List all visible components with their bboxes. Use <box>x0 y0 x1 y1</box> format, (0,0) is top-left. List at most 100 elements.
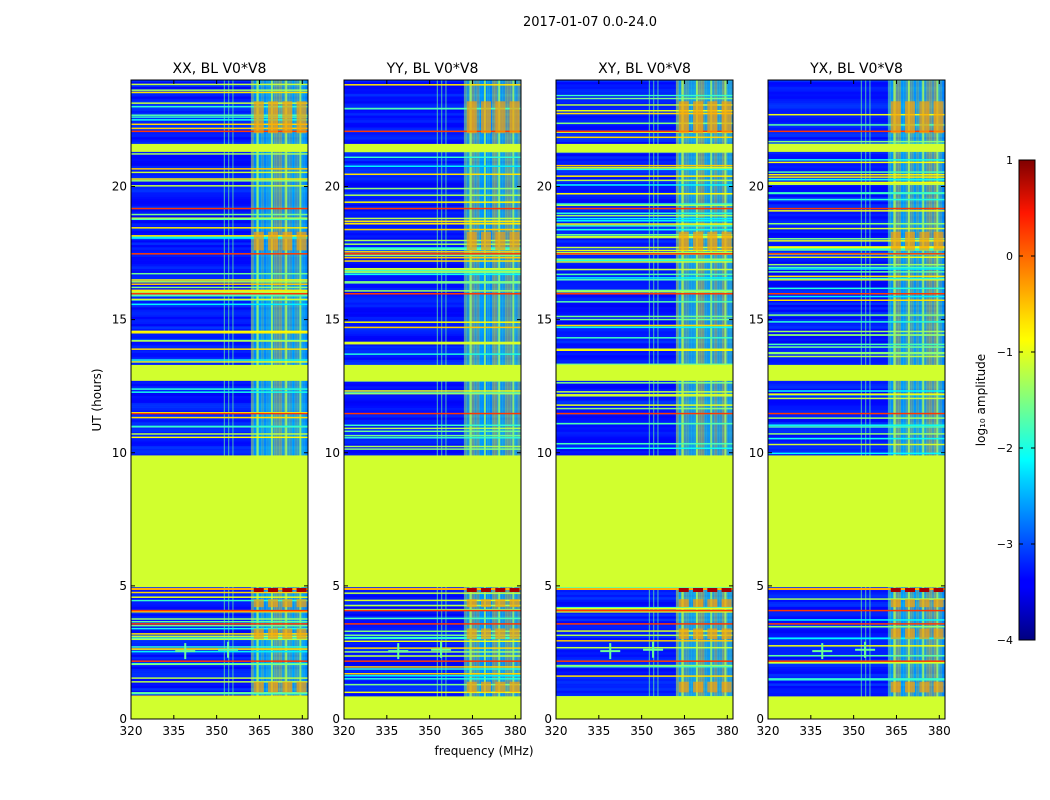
bright-row <box>131 623 308 625</box>
rfi-channel <box>714 80 718 719</box>
background-row <box>131 182 308 186</box>
background-row <box>768 594 945 598</box>
time-band <box>131 283 308 285</box>
heatmap-image <box>768 80 945 719</box>
background-row <box>344 692 521 696</box>
background-row <box>131 256 308 260</box>
broadband-hot <box>707 588 718 593</box>
background-row <box>344 675 521 679</box>
time-band <box>556 675 733 677</box>
flagged-range <box>131 455 308 588</box>
time-band <box>131 681 308 683</box>
broadband-hot <box>466 588 477 593</box>
bright-row <box>768 623 945 625</box>
background-row <box>768 673 945 677</box>
background-row <box>556 83 733 87</box>
background-row <box>556 651 733 655</box>
time-band <box>131 627 308 630</box>
background-row <box>344 136 521 140</box>
rfi-channel <box>903 80 907 719</box>
time-band <box>344 666 521 668</box>
flagged-range <box>131 143 308 152</box>
background-row <box>131 400 308 404</box>
background-row <box>131 249 308 253</box>
background-row <box>131 615 308 619</box>
background-row <box>768 453 945 456</box>
background-row <box>344 93 521 97</box>
panel-title: YX, BL V0*V8 <box>809 61 903 77</box>
background-row <box>768 666 945 670</box>
background-row <box>768 445 945 449</box>
rfi-block <box>693 231 704 251</box>
time-band <box>131 391 308 393</box>
background-row <box>556 210 733 214</box>
time-band <box>344 445 521 448</box>
background-row <box>556 448 733 452</box>
background-row <box>131 666 308 670</box>
x-tick-label: 365 <box>885 724 908 738</box>
rfi-block <box>253 681 264 693</box>
background-row <box>344 359 521 363</box>
rfi-block <box>495 599 506 608</box>
background-row <box>344 314 521 317</box>
background-row <box>344 407 521 411</box>
y-tick-label: 0 <box>332 712 340 726</box>
background-row <box>344 349 521 353</box>
background-row <box>131 687 308 691</box>
time-band <box>131 289 308 292</box>
rfi-channel <box>923 80 927 719</box>
time-band <box>556 395 733 397</box>
time-band <box>131 83 308 86</box>
rfi-block <box>678 101 689 134</box>
time-band <box>768 417 945 419</box>
background-row <box>768 103 945 107</box>
background-row <box>344 206 521 210</box>
background-row <box>768 309 945 313</box>
background-row <box>768 206 945 210</box>
bright-row <box>344 253 521 255</box>
background-row <box>344 620 521 624</box>
background-row <box>768 448 945 452</box>
background-row <box>344 687 521 691</box>
background-row <box>131 429 308 432</box>
time-band <box>768 287 945 290</box>
background-row <box>768 115 945 119</box>
background-row <box>131 261 308 265</box>
background-row <box>131 110 308 114</box>
background-row <box>768 95 945 99</box>
rfi-comb-line <box>893 80 896 719</box>
background-row <box>344 153 521 157</box>
panel-frame <box>555 79 734 720</box>
rfi-block <box>509 628 520 640</box>
background-row <box>768 304 945 308</box>
rfi-block <box>721 628 732 640</box>
y-tick-label: 20 <box>537 180 552 194</box>
flagged-range <box>556 696 733 719</box>
rfi-channel <box>489 80 493 719</box>
time-band <box>556 193 733 195</box>
background-row <box>344 131 521 135</box>
background-row <box>131 100 308 104</box>
background-row <box>131 136 308 140</box>
x-tick-label: 350 <box>418 724 441 738</box>
time-band <box>344 390 521 392</box>
background-row <box>768 613 945 617</box>
time-band <box>556 175 733 177</box>
panel-frame <box>130 79 309 720</box>
background-row <box>131 215 308 219</box>
background-row <box>131 314 308 317</box>
rfi-block <box>481 101 492 134</box>
y-tick-label: 5 <box>756 579 764 593</box>
rfi-narrow-line <box>657 80 659 719</box>
time-band <box>344 668 521 670</box>
background-row <box>131 445 308 449</box>
time-band <box>344 248 521 250</box>
background-row <box>344 390 521 394</box>
background-row <box>768 349 945 353</box>
rfi-channel <box>484 80 488 719</box>
background-row <box>131 134 308 138</box>
background-row <box>344 306 521 310</box>
background-row <box>768 179 945 183</box>
bright-row <box>344 412 521 415</box>
background-row <box>556 603 733 607</box>
